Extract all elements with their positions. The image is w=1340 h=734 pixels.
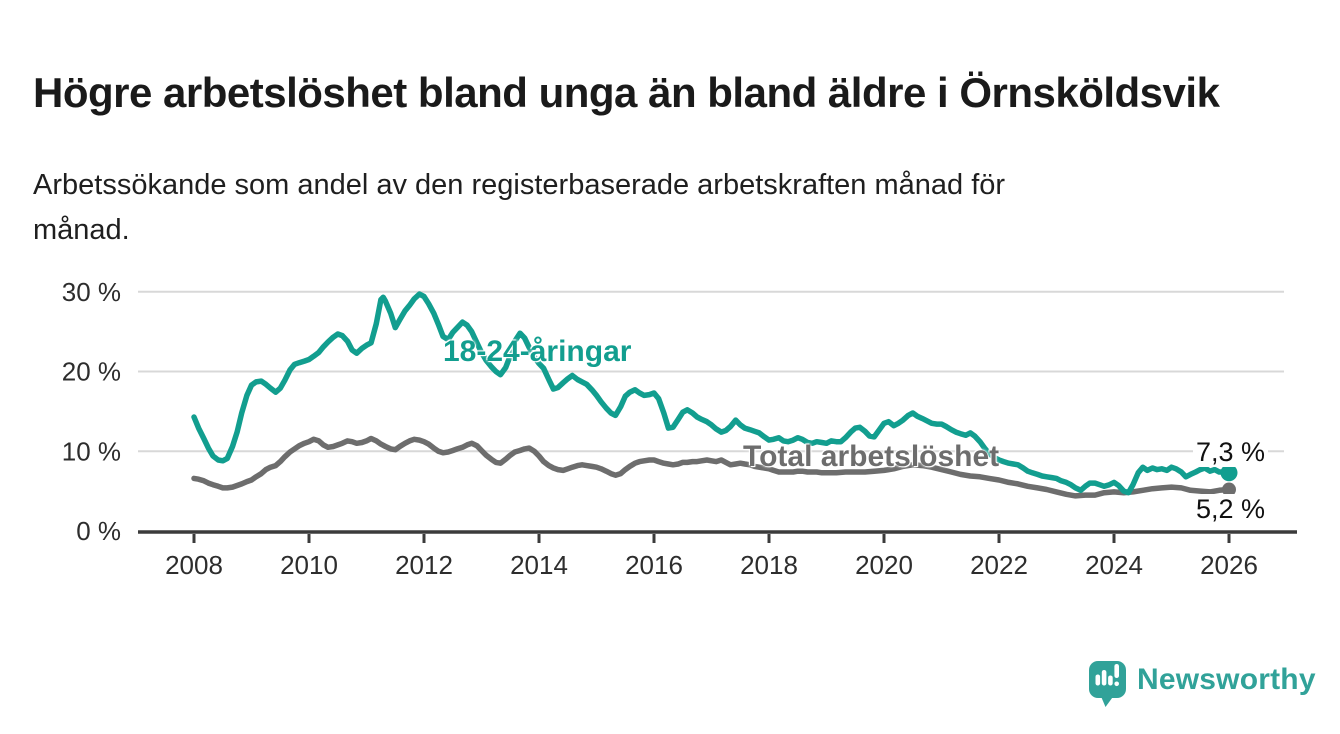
end-value-label-youth: 7,3 %	[1193, 437, 1269, 467]
x-tick-label: 2020	[855, 550, 913, 580]
y-tick-label: 30 %	[62, 277, 121, 307]
end-dot-youth	[1220, 464, 1238, 482]
x-tick-label: 2018	[740, 550, 798, 580]
page-title: Högre arbetslöshet bland unga än bland ä…	[33, 69, 1220, 117]
x-tick-label: 2008	[165, 550, 223, 580]
y-tick-label: 20 %	[62, 357, 121, 387]
line-series-total	[191, 435, 1232, 499]
bar-chart-speech-bubble-icon	[1089, 661, 1126, 707]
chart-subtitle: Arbetssökande som andel av den registerb…	[33, 163, 1253, 253]
logo-wordmark: Newsworthy	[1137, 663, 1316, 696]
y-tick-label: 0 %	[76, 516, 121, 546]
y-tick-label: 10 %	[62, 436, 121, 466]
x-tick-label: 2016	[625, 550, 683, 580]
subtitle-line-2: månad.	[33, 214, 130, 246]
series-label-total: Total arbetslöshet	[743, 440, 1000, 473]
newsworthy-logo: Newsworthy	[1088, 660, 1316, 710]
end-dot-total	[1222, 482, 1236, 497]
end-value-label-total: 5,2 %	[1193, 494, 1269, 524]
x-tick-label: 2010	[280, 550, 338, 580]
x-tick-label: 2012	[395, 550, 453, 580]
x-tick-label: 2022	[970, 550, 1028, 580]
x-tick-label: 2014	[510, 550, 568, 580]
line-series-youth	[191, 291, 1232, 496]
series-label-youth: 18-24-åringar	[443, 335, 632, 368]
x-tick-label: 2026	[1200, 550, 1258, 580]
x-tick-label: 2024	[1085, 550, 1143, 580]
subtitle-line-1: Arbetssökande som andel av den registerb…	[33, 169, 1006, 201]
